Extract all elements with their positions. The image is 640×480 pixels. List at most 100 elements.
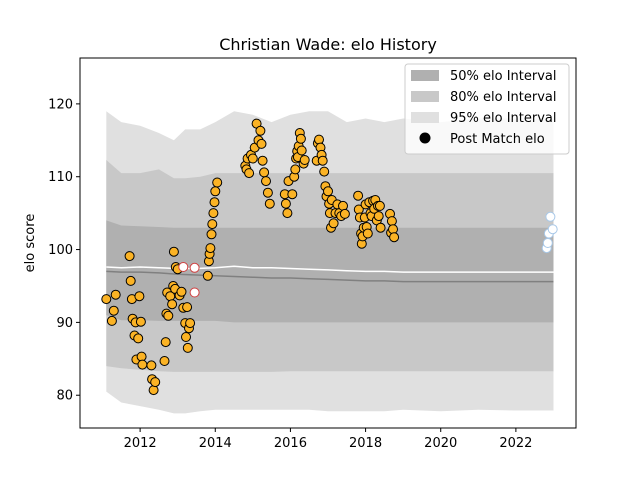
post-match-point — [181, 332, 191, 342]
x-tick-label: 2020 — [424, 436, 457, 451]
post-match-point — [208, 208, 219, 219]
post-match-point — [264, 198, 275, 209]
interval-bands — [106, 111, 554, 414]
legend-frame — [404, 63, 570, 155]
post-match-point — [353, 190, 364, 201]
post-match-point — [255, 125, 266, 136]
post-match-point — [261, 176, 271, 187]
chart-title: Christian Wade: elo History — [219, 35, 437, 54]
legend-marker-post-match — [419, 132, 431, 144]
post-match-point — [135, 316, 146, 327]
projected-point — [547, 224, 558, 235]
y-tick-label: 80 — [56, 389, 73, 404]
post-match-point — [209, 197, 220, 208]
post-match-point — [205, 243, 216, 254]
post-match-point — [314, 134, 324, 145]
post-match-point — [110, 289, 121, 300]
post-match-point — [374, 200, 385, 211]
x-tick-label: 2016 — [274, 436, 307, 451]
post-match-point — [362, 228, 373, 239]
post-match-point — [206, 229, 217, 240]
post-match-point — [202, 270, 213, 281]
post-match-point — [295, 133, 306, 144]
post-match-point — [150, 377, 161, 388]
post-match-point — [137, 359, 148, 370]
post-match-point — [375, 222, 386, 233]
post-match-point — [148, 385, 159, 396]
median-line — [106, 270, 554, 283]
post-match-point — [106, 315, 117, 326]
y-axis: 80 90 100 110 120 — [48, 97, 80, 404]
post-match-point — [299, 155, 310, 165]
post-match-point — [373, 211, 384, 222]
projected-point — [545, 211, 556, 222]
post-match-point — [160, 337, 171, 348]
legend-swatch-50 — [411, 70, 439, 81]
post-match-points — [101, 118, 558, 396]
post-match-point — [133, 333, 144, 344]
y-axis-label: elo score — [23, 214, 38, 273]
post-match-point — [257, 155, 268, 166]
hollow-point — [189, 262, 200, 273]
post-match-point — [282, 208, 293, 219]
post-match-point — [323, 186, 333, 197]
post-match-point — [328, 218, 339, 229]
x-tick-label: 2018 — [349, 436, 382, 451]
post-match-point — [244, 168, 255, 179]
legend-swatch-95 — [411, 112, 439, 123]
post-match-point — [207, 219, 218, 230]
post-match-point — [101, 294, 112, 305]
x-tick-label: 2014 — [199, 436, 232, 451]
y-tick-label: 90 — [56, 316, 73, 331]
trend-lines — [106, 265, 554, 283]
post-match-point — [280, 198, 291, 209]
post-match-point — [176, 286, 187, 297]
legend-label-80: 80% elo Interval — [450, 90, 557, 105]
mean-line — [106, 265, 554, 273]
post-match-point — [212, 177, 223, 188]
y-tick-label: 120 — [48, 97, 73, 112]
post-match-point — [386, 216, 397, 227]
post-match-point — [108, 305, 119, 316]
x-axis: 2012 2014 2016 2018 2020 2022 — [124, 428, 532, 451]
y-tick-label: 100 — [48, 243, 73, 258]
post-match-point — [125, 275, 136, 286]
post-match-point — [256, 138, 267, 149]
post-match-point — [146, 360, 157, 371]
post-match-point — [287, 189, 298, 200]
plot-area — [101, 111, 558, 414]
x-tick-label: 2022 — [499, 436, 532, 451]
post-match-point — [247, 153, 258, 164]
post-match-point — [163, 310, 174, 321]
post-match-point — [185, 318, 196, 329]
post-match-point — [159, 356, 170, 366]
legend-swatch-80 — [411, 91, 439, 102]
post-match-point — [168, 246, 179, 257]
legend-label-post-match: Post Match elo — [450, 132, 545, 147]
legend-label-50: 50% elo Interval — [450, 69, 557, 84]
post-match-point — [182, 342, 193, 353]
projected-point — [542, 238, 553, 248]
post-match-point — [167, 299, 178, 310]
post-match-point — [210, 186, 221, 197]
x-tick-label: 2012 — [124, 436, 157, 451]
post-match-point — [296, 145, 307, 156]
post-match-point — [259, 167, 270, 178]
post-match-point — [319, 166, 330, 177]
hollow-point — [178, 262, 189, 272]
post-match-point — [389, 232, 400, 243]
hollow-point — [189, 287, 200, 298]
post-match-point — [290, 164, 301, 175]
post-match-point — [339, 208, 350, 219]
post-match-point — [134, 291, 145, 302]
legend-label-95: 95% elo Interval — [450, 111, 557, 126]
band-50 — [106, 220, 554, 323]
plot-frame — [79, 57, 577, 429]
post-match-point — [182, 302, 193, 313]
y-tick-label: 110 — [48, 170, 73, 185]
legend: 50% elo Interval 80% elo Interval 95% el… — [404, 63, 570, 155]
post-match-point — [338, 200, 348, 211]
post-match-point — [262, 187, 273, 198]
post-match-point — [124, 251, 135, 262]
